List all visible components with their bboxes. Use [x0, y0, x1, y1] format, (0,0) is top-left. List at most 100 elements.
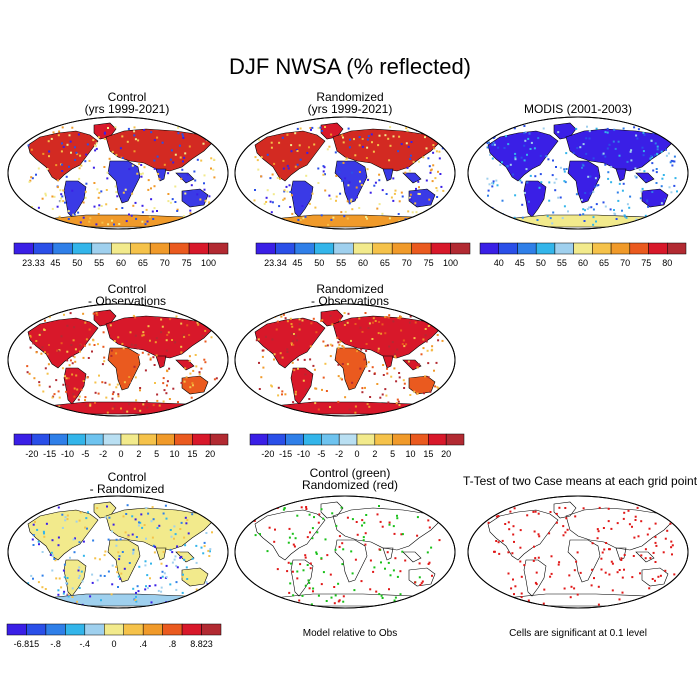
grid-cell [385, 193, 388, 195]
grid-cell [184, 152, 187, 155]
colorbar-swatch [65, 623, 86, 636]
grid-cell [273, 162, 276, 165]
grid-cell [294, 132, 297, 135]
grid-cell [423, 392, 425, 395]
grid-cell [597, 603, 600, 606]
grid-cell [144, 369, 147, 372]
grid-cell [329, 355, 332, 358]
grid-cell [501, 199, 504, 202]
grid-cell [261, 349, 264, 352]
grid-cell [59, 189, 62, 192]
grid-cell [322, 517, 325, 520]
grid-cell [394, 596, 397, 599]
grid-cell [153, 167, 156, 170]
grid-cell [80, 388, 83, 391]
grid-cell [180, 555, 183, 558]
grid-cell [664, 591, 667, 594]
grid-cell [199, 198, 202, 201]
grid-cell [170, 535, 173, 538]
grid-cell [431, 322, 434, 325]
grid-cell [507, 143, 510, 146]
grid-cell [304, 215, 307, 218]
grid-cell [203, 358, 206, 361]
grid-cell [88, 220, 91, 223]
grid-cell [342, 548, 345, 551]
grid-cell [567, 210, 569, 213]
grid-cell [153, 551, 156, 554]
grid-cell [591, 542, 594, 545]
grid-cell [407, 210, 410, 213]
grid-cell [60, 335, 63, 338]
grid-cell [27, 144, 30, 147]
grid-cell [588, 206, 591, 209]
grid-cell [128, 403, 131, 406]
colorbar-tick-label: 80 [662, 258, 672, 268]
grid-cell [253, 519, 256, 522]
grid-cell [266, 130, 269, 133]
grid-cell [673, 155, 676, 158]
grid-cell [495, 540, 498, 542]
grid-cell [111, 393, 114, 396]
grid-cell [313, 368, 316, 371]
grid-cell [551, 222, 554, 225]
grid-cell [340, 362, 343, 365]
grid-cell [256, 126, 259, 129]
grid-cell [378, 321, 381, 323]
grid-cell [616, 191, 619, 194]
grid-cell [611, 562, 614, 565]
grid-cell [339, 377, 342, 380]
grid-cell [672, 517, 675, 519]
grid-cell [617, 140, 620, 143]
grid-cell [324, 362, 327, 365]
colorbar-swatch [142, 623, 163, 636]
grid-cell [321, 319, 324, 322]
grid-cell [676, 190, 678, 193]
grid-cell [149, 357, 152, 360]
grid-cell [514, 156, 517, 159]
grid-cell [145, 585, 147, 588]
colorbar-swatch [120, 433, 140, 446]
grid-cell [675, 510, 678, 513]
grid-cell [373, 184, 376, 187]
grid-cell [399, 593, 402, 596]
grid-cell [161, 570, 164, 573]
map-border [234, 303, 456, 417]
grid-cell [270, 146, 273, 149]
grid-cell [673, 184, 676, 187]
grid-cell [613, 209, 615, 211]
grid-cell [649, 218, 652, 221]
grid-cell [442, 126, 445, 128]
colorbar-swatch [667, 242, 687, 255]
grid-cell [266, 189, 269, 192]
grid-cell [358, 136, 361, 139]
grid-cell [171, 551, 174, 554]
grid-cell [94, 402, 96, 404]
grid-cell [308, 587, 311, 590]
grid-cell [333, 586, 336, 588]
grid-cell [658, 507, 661, 510]
colorbar-tick-label: 70 [402, 258, 412, 268]
grid-cell [374, 320, 377, 322]
grid-cell [361, 330, 364, 333]
grid-cell [283, 190, 286, 193]
grid-cell [274, 528, 276, 531]
grid-cell [434, 177, 437, 180]
grid-cell [87, 357, 90, 359]
grid-cell [58, 405, 61, 408]
grid-cell [514, 158, 517, 161]
grid-cell [292, 340, 294, 343]
grid-cell [158, 177, 161, 180]
grid-cell [99, 574, 102, 577]
land-africa [567, 160, 601, 204]
grid-cell [387, 137, 390, 140]
grid-cell [47, 140, 50, 143]
grid-cell [564, 181, 567, 184]
grid-cell [100, 205, 103, 207]
grid-cell [41, 197, 44, 200]
grid-cell [77, 211, 80, 214]
grid-cell [372, 317, 375, 320]
grid-cell [135, 217, 138, 220]
land-na [27, 130, 99, 182]
grid-cell [298, 328, 301, 331]
grid-cell [157, 589, 160, 592]
